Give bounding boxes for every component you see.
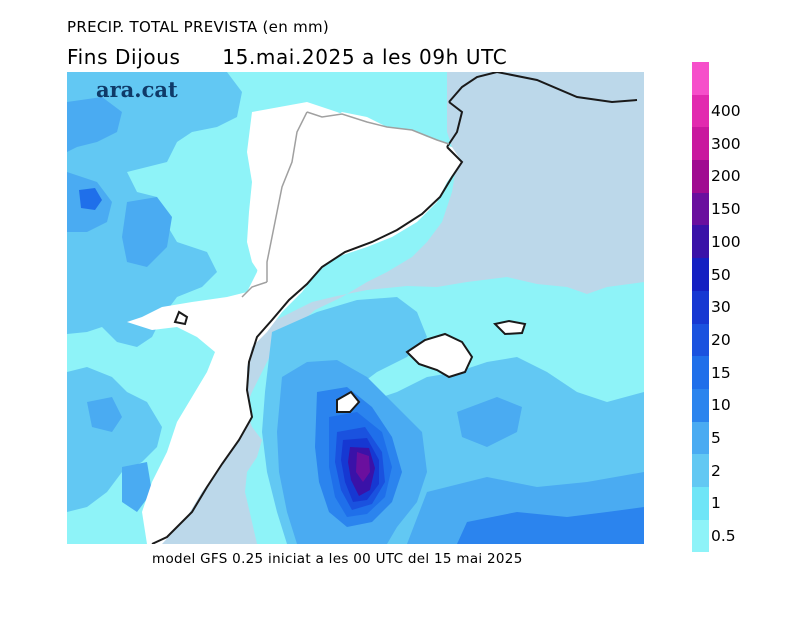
precip-10mm-nw-spot [79,188,102,210]
legend-swatch [692,258,709,291]
legend-swatch [692,225,709,259]
legend-swatch [692,62,709,95]
ara-cat-logo: ara.cat [96,77,178,102]
legend-swatch [692,127,709,161]
precip-5mm-west [67,97,122,152]
precip-100mm-core [356,452,370,482]
map-title: PRECIP. TOTAL PREVISTA (en mm) [67,18,330,36]
legend-label: 150 [711,200,741,219]
legend-swatch [692,192,709,226]
land-catalonia [247,102,457,290]
precip-5mm-center-w [122,197,172,267]
coastline [151,72,638,544]
legend-label: 300 [711,134,741,153]
legend-swatch [692,94,709,128]
legend-label: 2 [711,461,721,480]
color-legend [692,62,709,553]
legend-label: 20 [711,330,731,349]
precip-5mm-east [457,397,522,447]
legend-swatch [692,519,709,553]
legend-swatch [692,421,709,455]
legend-label: 0.5 [711,527,736,546]
legend-label: 50 [711,265,731,284]
legend-label: 30 [711,298,731,317]
model-footer: model GFS 0.25 iniciat a les 00 UTC del … [152,551,523,567]
legend-swatch [692,486,709,520]
legend-swatch [692,160,709,193]
legend-label: 15 [711,363,731,382]
sea-no-precip-area [157,72,644,544]
legend-label: 100 [711,232,741,251]
precip-5mm-sw-spot [87,397,122,432]
precip-5mm-sw-spot2 [122,462,152,512]
legend-label: 400 [711,102,741,121]
precip-10mm-south [457,507,644,544]
legend-label: 1 [711,494,721,513]
legend-swatch [692,454,709,487]
legend-swatch [692,356,709,389]
legend-label: 10 [711,396,731,415]
legend-swatch [692,388,709,422]
legend-label: 200 [711,167,741,186]
legend-swatch [692,323,709,357]
legend-label: 5 [711,429,721,448]
precipitation-map [67,72,644,544]
valid-time-subtitle: Fins Dijous 15.mai.2025 a les 09h UTC [67,45,508,69]
regional-borders [241,111,450,298]
island-mallorca [407,334,472,377]
legend-swatch [692,290,709,324]
